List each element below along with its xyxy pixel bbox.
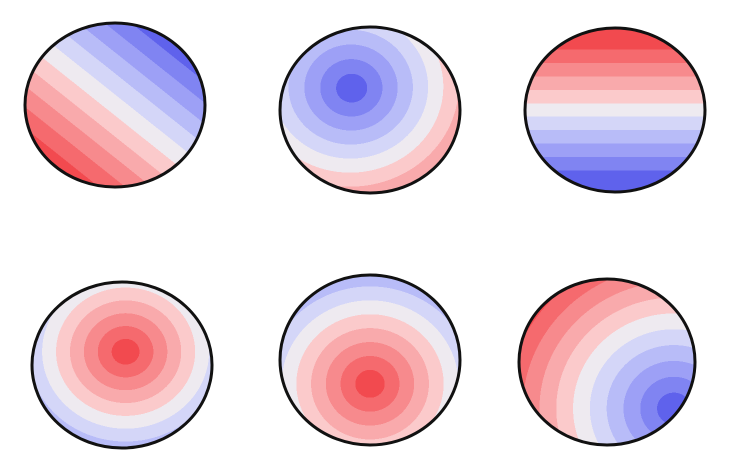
topo-map	[278, 273, 462, 447]
topo-map	[23, 21, 207, 189]
topo-map	[517, 277, 697, 447]
topo-map	[278, 25, 462, 195]
topo-map	[523, 26, 707, 194]
topo-map	[30, 280, 214, 450]
